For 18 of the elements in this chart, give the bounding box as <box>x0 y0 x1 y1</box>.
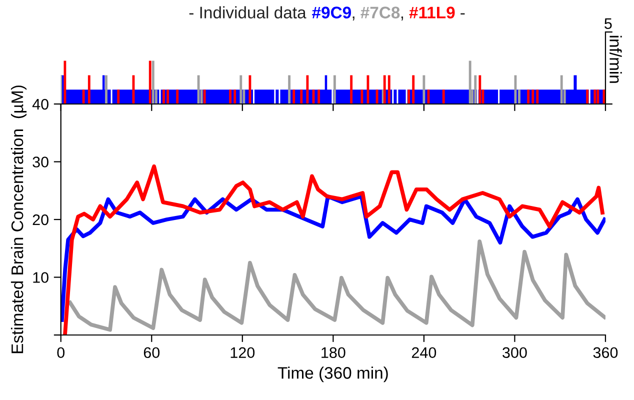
y-tick-label: 5 <box>604 18 612 29</box>
y-tick-label: 20 <box>32 214 48 226</box>
x-tick-label: 60 <box>144 347 160 358</box>
x-tick-label: 180 <box>322 347 346 358</box>
y-tick-label: 40 <box>32 98 48 110</box>
y-tick-label: 10 <box>33 272 48 283</box>
x-tick-label: 120 <box>230 347 255 358</box>
x-tick-label: 240 <box>412 347 436 358</box>
chart-title: - Individual data #9C9, #7C8, #11L9 - <box>189 6 465 20</box>
line-series <box>63 164 604 335</box>
y-tick-label: 30 <box>32 156 48 168</box>
x-tick-label: 300 <box>502 347 527 358</box>
line-series <box>68 240 606 332</box>
x-tick-label: 360 <box>593 347 618 358</box>
y-axis-title: Estimated Brain Concentration (µM) <box>10 86 27 354</box>
y-axis-title: inf/min <box>610 36 622 83</box>
x-tick-label: 0 <box>57 347 65 358</box>
x-axis-title: Time (360 min) <box>278 366 388 382</box>
